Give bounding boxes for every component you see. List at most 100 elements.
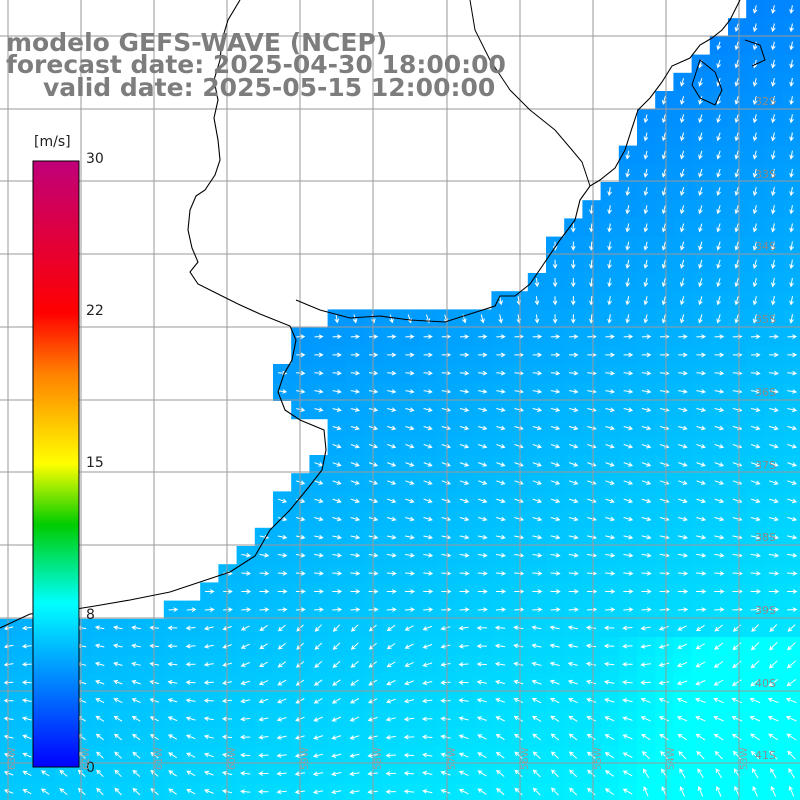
wind-arrow (477, 752, 487, 759)
wind-arrow (713, 679, 724, 686)
wind-arrow (623, 389, 634, 394)
wind-arrow (641, 553, 652, 558)
wind-arrow (658, 697, 670, 704)
wind-arrow (168, 752, 178, 759)
wind-arrow (570, 259, 576, 270)
wind-arrow (698, 150, 703, 160)
wind-arrow (203, 625, 214, 631)
wind-arrow (768, 607, 780, 612)
lon-label-60w: 60W (227, 747, 238, 770)
wind-arrow (716, 205, 721, 215)
wind-arrow (716, 785, 722, 797)
wind-arrow (750, 444, 761, 449)
wind-arrow (698, 296, 703, 306)
wind-arrow (586, 769, 596, 777)
wind-arrow (386, 534, 397, 540)
wind-arrow (550, 462, 561, 467)
wind-arrow (478, 352, 488, 358)
wind-arrow (387, 480, 397, 485)
wind-arrow (532, 534, 543, 540)
wind-arrow (204, 607, 215, 613)
wind-arrow (604, 698, 615, 703)
wind-arrow (696, 370, 707, 376)
wind-arrow (680, 150, 685, 160)
wind-arrow (349, 789, 360, 795)
wind-arrow (459, 552, 470, 558)
wind-arrow (550, 733, 560, 741)
wind-arrow (678, 407, 688, 413)
wind-arrow (22, 770, 32, 777)
wind-arrow (605, 352, 616, 358)
wind-arrow (477, 734, 487, 740)
wind-arrow (680, 114, 685, 124)
wind-arrow (531, 698, 542, 704)
wind-arrow (332, 498, 342, 504)
wind-arrow (698, 241, 703, 251)
wind-arrow (734, 277, 740, 288)
wind-arrow (94, 661, 105, 667)
wind-arrow (495, 788, 505, 796)
wind-arrow (549, 661, 560, 667)
wind-arrow (714, 516, 725, 522)
wind-arrow (750, 733, 760, 741)
wind-arrow (314, 660, 323, 668)
wind-arrow (569, 462, 579, 467)
wind-arrow (440, 662, 451, 667)
wind-arrow (332, 389, 342, 394)
wind-arrow (750, 589, 762, 594)
wind-arrow (731, 697, 743, 704)
lon-label-62w: 62W (81, 747, 92, 770)
lat-label-37s: 37S (755, 459, 776, 472)
wind-arrow (769, 370, 779, 376)
wind-arrow (569, 444, 579, 449)
wind-arrow (568, 534, 579, 540)
wind-arrow (622, 625, 633, 631)
wind-arrow (514, 352, 524, 358)
wind-arrow (549, 697, 560, 704)
wind-arrow (698, 114, 703, 124)
wind-arrow (549, 625, 560, 630)
wind-arrow (277, 516, 288, 522)
wind-arrow (422, 789, 433, 794)
wind-arrow (714, 571, 725, 576)
wind-arrow (623, 498, 634, 504)
wind-arrow (458, 680, 469, 685)
wind-arrow (641, 750, 650, 760)
wind-arrow (532, 498, 543, 504)
wind-arrow (625, 205, 631, 215)
wind-arrow (568, 425, 579, 431)
wind-arrow (422, 770, 433, 776)
wind-arrow (623, 425, 634, 431)
wind-arrow (332, 334, 342, 340)
wind-arrow (713, 733, 724, 741)
wind-arrow (149, 698, 160, 703)
wind-arrow (186, 752, 196, 758)
wind-arrow (641, 334, 652, 340)
wind-arrow (640, 625, 651, 631)
wind-arrow (532, 787, 541, 796)
wind-arrow (550, 769, 559, 778)
wind-arrow (204, 789, 214, 794)
wind-arrow (22, 752, 32, 758)
wind-arrow (385, 735, 396, 740)
wind-arrow (641, 352, 652, 358)
wind-arrow (714, 407, 725, 413)
wind-arrow (350, 498, 360, 504)
wind-arrow (625, 187, 631, 197)
wind-arrow (585, 661, 597, 667)
wind-arrow (789, 150, 794, 160)
wind-arrow (532, 733, 541, 741)
wind-arrow (568, 607, 579, 612)
wind-arrow (94, 643, 105, 649)
wind-arrow (789, 259, 794, 270)
lon-label-61w: 61W (154, 747, 165, 770)
wind-arrow (496, 462, 506, 467)
wind-arrow (623, 480, 634, 485)
wind-arrow (350, 352, 361, 358)
wind-arrow (715, 768, 723, 779)
wind-arrow (21, 716, 32, 721)
wind-arrow (716, 259, 721, 269)
wind-arrow (698, 77, 703, 87)
wind-arrow (203, 698, 214, 704)
wind-arrow (514, 787, 523, 796)
